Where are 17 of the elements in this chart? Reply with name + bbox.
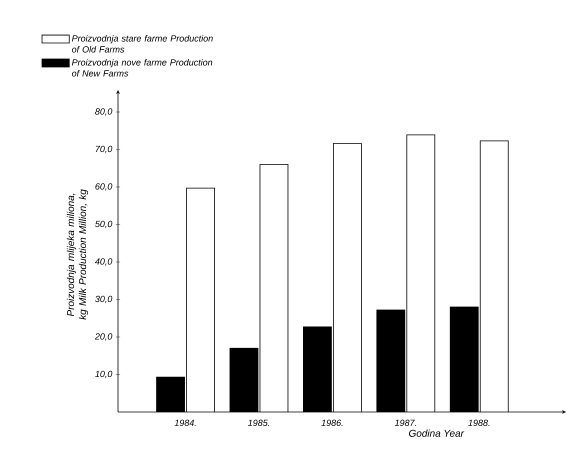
x-tick-label: 1988. (468, 420, 490, 426)
legend-label: Proizvodnja nove farme Production of New Farms (72, 58, 212, 77)
y-tick-label: 60,0 (95, 183, 112, 191)
y-tick-label: 10,0 (95, 370, 112, 378)
y-tick-label: 30,0 (95, 296, 112, 304)
x-tick-label: 1986. (321, 420, 343, 426)
y-tick-label: 70,0 (96, 146, 112, 154)
y-axis-title: Proizvodnja mlijeka miliona, kg Milk Production Million, kg (66, 189, 88, 320)
legend-label: Proizvodnja stare farme Production of Old Farms (72, 35, 213, 53)
y-tick-label: 80,0 (95, 108, 112, 116)
y-tick-label: 40,0 (94, 258, 112, 266)
y-tick-label: 50,0 (95, 220, 112, 228)
x-tick-label: 1984. (174, 420, 196, 426)
x-axis-title: Godina Year (409, 430, 464, 437)
x-tick-label: 1985. (248, 420, 270, 426)
x-tick-label: 1987. (394, 420, 416, 426)
y-tick-label: 20,0 (94, 333, 112, 341)
